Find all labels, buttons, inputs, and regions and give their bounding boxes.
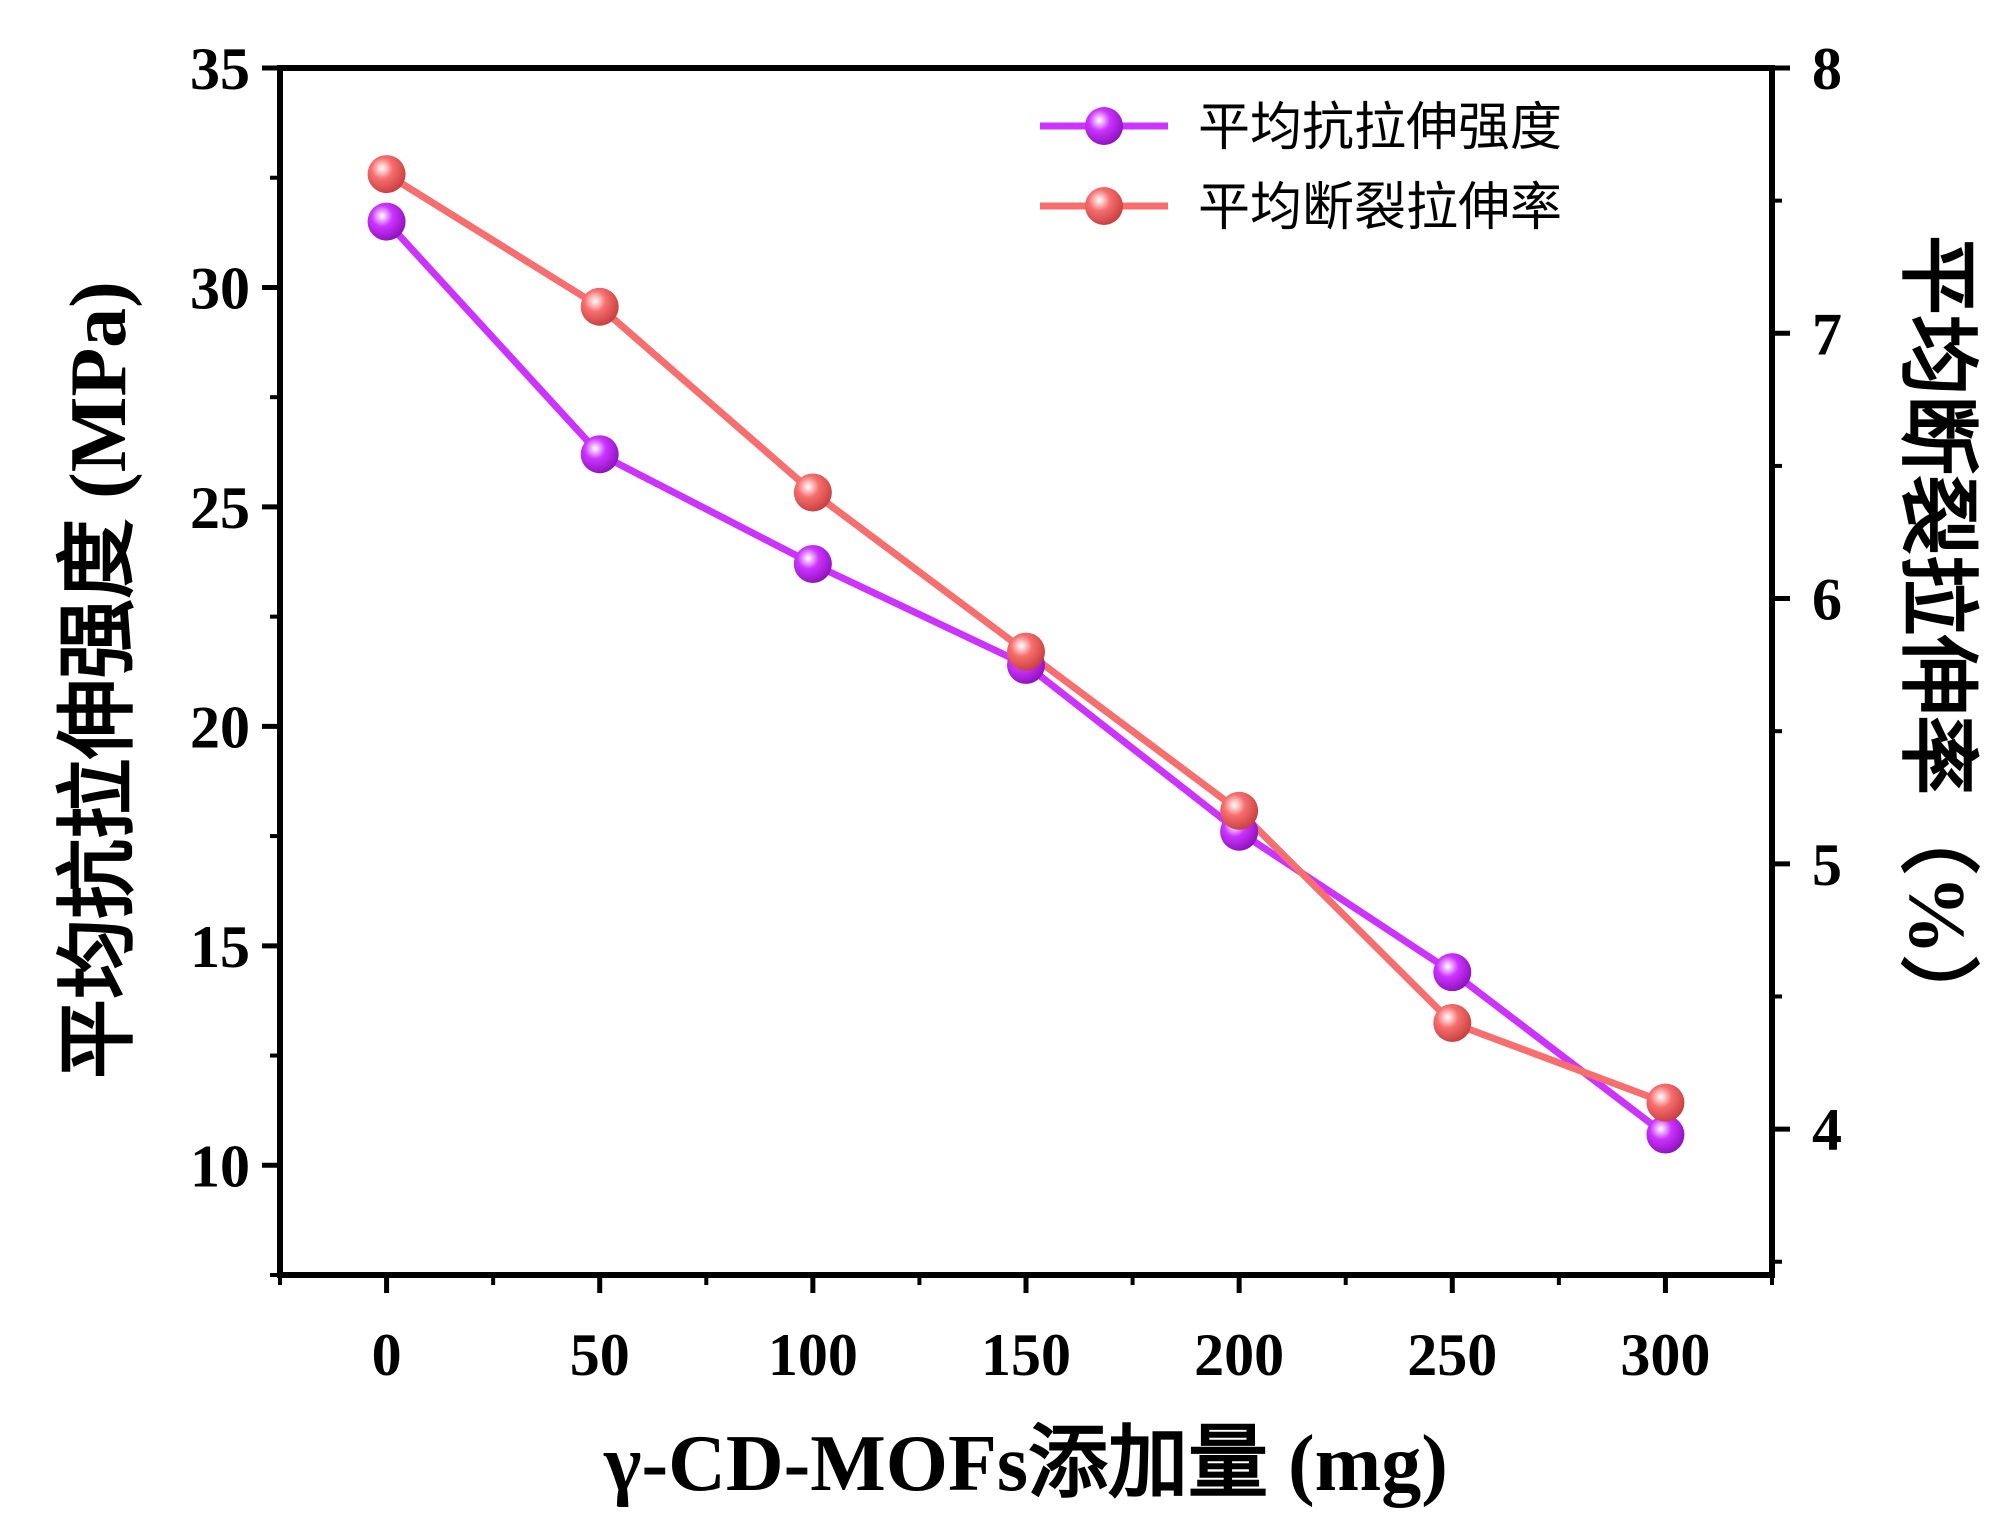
legend-label-strength: 平均抗拉伸强度 — [1198, 98, 1562, 158]
y-axis-title-right: 平均断裂拉伸率（%） — [1892, 235, 1980, 1035]
data-point-series-0 — [580, 435, 619, 474]
y-right-tick-label: 6 — [1812, 567, 1842, 633]
y-left-tick-label: 35 — [190, 36, 250, 102]
x-tick-label: 50 — [570, 1322, 630, 1388]
y-left-tick-label: 25 — [190, 475, 250, 541]
data-point-series-1 — [1007, 632, 1045, 671]
x-axis-title: γ-CD-MOFs添加量 (mg) — [603, 1420, 1448, 1508]
legend-label-elongation: 平均断裂拉伸率 — [1198, 178, 1562, 238]
legend: 平均抗拉伸强度 平均断裂拉伸率 — [1040, 98, 1562, 238]
y-left-tick-label: 20 — [190, 694, 250, 760]
y-right-tick-label: 8 — [1812, 36, 1842, 102]
data-point-series-1 — [793, 473, 832, 512]
series-points — [367, 155, 1685, 1154]
data-point-series-0 — [367, 202, 406, 241]
y-right-tick-label: 4 — [1812, 1097, 1842, 1163]
x-tick-label: 150 — [981, 1322, 1071, 1388]
y-left-tick-label: 10 — [190, 1133, 250, 1199]
y-left-tick-label: 30 — [190, 255, 250, 321]
y-axis-title-left: 平均抗拉伸强度 (MPa) — [55, 281, 143, 1079]
legend-marker-strength — [1085, 107, 1123, 145]
data-point-series-1 — [1433, 1003, 1472, 1042]
x-tick-label: 0 — [372, 1322, 402, 1388]
data-point-series-1 — [580, 287, 619, 326]
data-point-series-1 — [1646, 1083, 1685, 1122]
data-point-series-0 — [793, 544, 832, 583]
data-point-series-1 — [1220, 791, 1259, 830]
x-tick-label: 300 — [1620, 1322, 1710, 1388]
legend-marker-elongation — [1085, 187, 1123, 225]
x-tick-label: 100 — [768, 1322, 858, 1388]
x-tick-label: 200 — [1194, 1322, 1284, 1388]
y-right-tick-label: 5 — [1812, 832, 1842, 898]
data-point-series-0 — [1646, 1115, 1685, 1154]
x-tick-label: 250 — [1407, 1322, 1497, 1388]
y-right-tick-label: 7 — [1812, 301, 1842, 367]
y-left-tick-label: 15 — [190, 914, 250, 980]
data-point-series-0 — [1433, 953, 1472, 992]
data-point-series-1 — [367, 155, 406, 194]
ticks-layer: 0 50 100 150 200 250 300 10 15 20 25 30 35 4 5 6 7 8 — [190, 36, 1842, 1388]
